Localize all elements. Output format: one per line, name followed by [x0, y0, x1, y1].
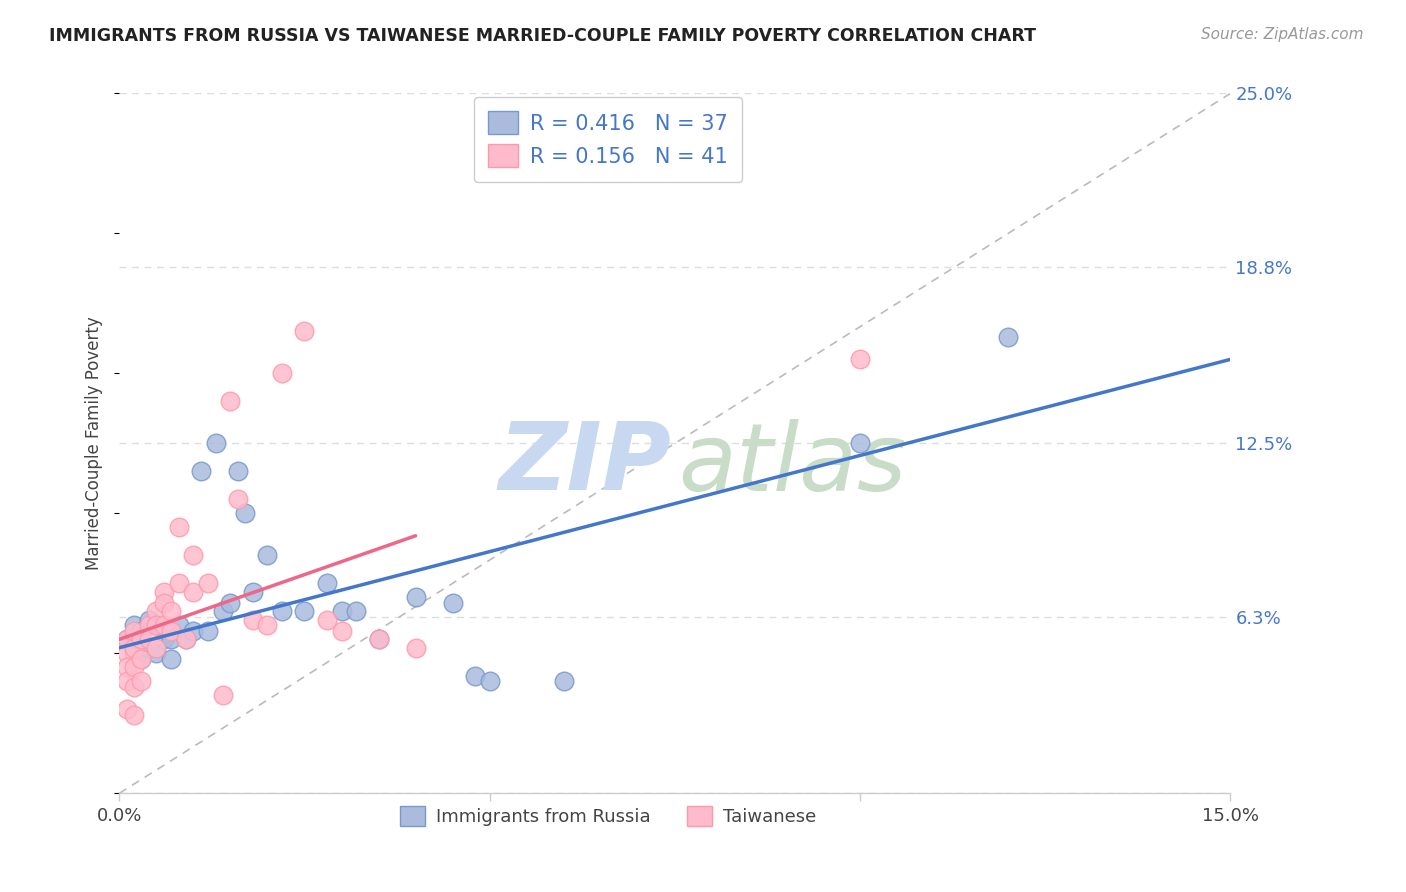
Point — [315, 613, 337, 627]
Point — [174, 632, 197, 647]
Point — [294, 604, 316, 618]
Point — [115, 632, 138, 647]
Point — [122, 680, 145, 694]
Point — [183, 549, 205, 563]
Point — [315, 576, 337, 591]
Point — [242, 584, 264, 599]
Point — [167, 520, 190, 534]
Point — [212, 689, 235, 703]
Point — [167, 618, 190, 632]
Point — [464, 669, 486, 683]
Point — [115, 660, 138, 674]
Point — [405, 591, 427, 605]
Point — [131, 674, 153, 689]
Point — [122, 646, 145, 660]
Text: ZIP: ZIP — [499, 418, 672, 510]
Point — [138, 613, 160, 627]
Point — [330, 624, 353, 638]
Point — [145, 618, 167, 632]
Point — [478, 674, 501, 689]
Legend: Immigrants from Russia, Taiwanese: Immigrants from Russia, Taiwanese — [392, 799, 824, 833]
Point — [138, 618, 160, 632]
Point — [242, 613, 264, 627]
Point — [115, 702, 138, 716]
Point — [219, 596, 242, 610]
Point — [131, 652, 153, 666]
Point — [271, 367, 294, 381]
Point — [256, 549, 278, 563]
Text: IMMIGRANTS FROM RUSSIA VS TAIWANESE MARRIED-COUPLE FAMILY POVERTY CORRELATION CH: IMMIGRANTS FROM RUSSIA VS TAIWANESE MARR… — [49, 27, 1036, 45]
Point — [122, 708, 145, 723]
Point — [122, 618, 145, 632]
Point — [115, 674, 138, 689]
Point — [115, 646, 138, 660]
Point — [997, 330, 1019, 344]
Point — [197, 576, 219, 591]
Point — [131, 624, 153, 638]
Point — [190, 464, 212, 478]
Point — [183, 584, 205, 599]
Text: Source: ZipAtlas.com: Source: ZipAtlas.com — [1201, 27, 1364, 42]
Point — [152, 632, 174, 647]
Text: atlas: atlas — [678, 419, 907, 510]
Point — [294, 324, 316, 338]
Point — [167, 576, 190, 591]
Point — [122, 640, 145, 655]
Point — [152, 584, 174, 599]
Point — [122, 660, 145, 674]
Point — [160, 632, 183, 647]
Point — [256, 618, 278, 632]
Point — [115, 632, 138, 647]
Point — [160, 604, 183, 618]
Point — [849, 436, 872, 450]
Point — [160, 652, 183, 666]
Point — [160, 624, 183, 638]
Point — [367, 632, 389, 647]
Point — [367, 632, 389, 647]
Y-axis label: Married-Couple Family Poverty: Married-Couple Family Poverty — [86, 317, 103, 570]
Point — [226, 464, 249, 478]
Point — [219, 394, 242, 409]
Point — [138, 632, 160, 647]
Point — [152, 596, 174, 610]
Point — [174, 632, 197, 647]
Point — [138, 640, 160, 655]
Point — [145, 640, 167, 655]
Point — [183, 624, 205, 638]
Point — [145, 604, 167, 618]
Point — [226, 492, 249, 507]
Point — [131, 652, 153, 666]
Point — [152, 618, 174, 632]
Point — [330, 604, 353, 618]
Point — [344, 604, 367, 618]
Point — [553, 674, 575, 689]
Point — [212, 604, 235, 618]
Point — [233, 507, 256, 521]
Point — [271, 604, 294, 618]
Point — [204, 436, 226, 450]
Point — [145, 646, 167, 660]
Point — [131, 632, 153, 647]
Point — [849, 352, 872, 367]
Point — [405, 640, 427, 655]
Point — [197, 624, 219, 638]
Point — [122, 624, 145, 638]
Point — [441, 596, 464, 610]
Point — [145, 618, 167, 632]
